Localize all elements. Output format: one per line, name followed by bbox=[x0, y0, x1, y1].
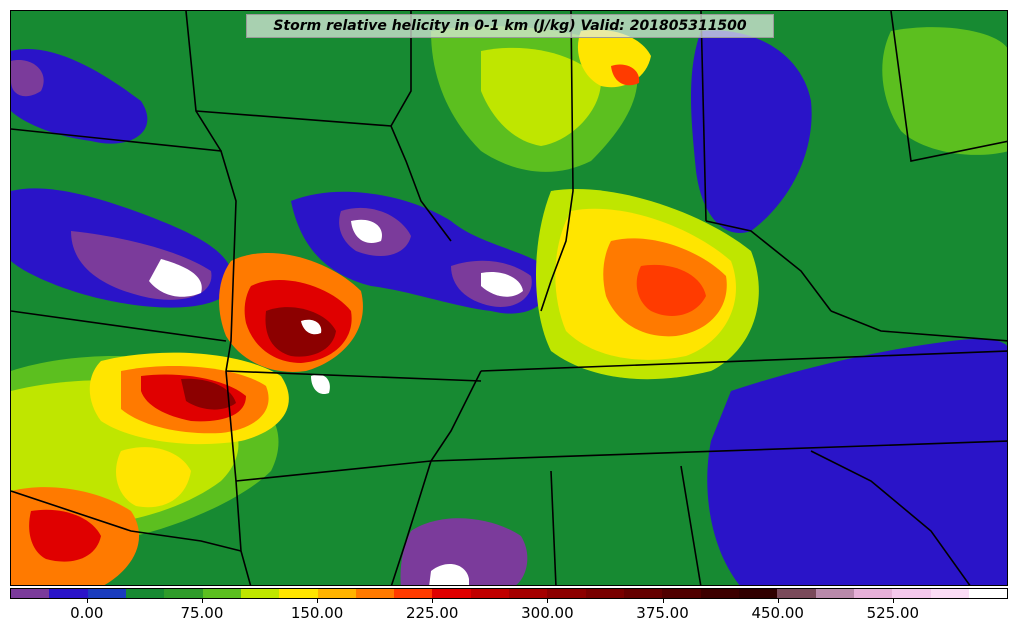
boundary-ar-la bbox=[235, 460, 432, 482]
contour-red-north bbox=[611, 64, 640, 86]
colorbar-segment bbox=[355, 589, 395, 598]
boundary-al-ga bbox=[680, 465, 702, 585]
helicity-map bbox=[11, 11, 1007, 585]
colorbar-segment bbox=[892, 589, 931, 598]
colorbar-tick bbox=[662, 599, 664, 603]
colorbar-label: 525.00 bbox=[866, 604, 920, 622]
contour-blue-ohio bbox=[691, 30, 812, 233]
contour-purple-south bbox=[400, 518, 528, 585]
colorbar-labels: 0.00 75.00 150.00 225.00 300.00 375.00 450.00 5… bbox=[10, 599, 1008, 626]
contour-darkred-ok bbox=[181, 378, 236, 410]
colorbar-segment bbox=[738, 589, 778, 598]
contour-white-mo bbox=[301, 319, 322, 335]
colorbar-label: 75.00 bbox=[180, 604, 224, 622]
colorbar-label: 225.00 bbox=[405, 604, 459, 622]
contour-lightgreen-ne bbox=[882, 27, 1007, 155]
colorbar-segment bbox=[930, 589, 969, 598]
boundary-ky-tn bbox=[480, 350, 1007, 372]
contour-white-south bbox=[429, 564, 469, 585]
boundary-il-in bbox=[540, 11, 574, 312]
title-box: Storm relative helicity in 0-1 km (J/kg)… bbox=[246, 14, 774, 38]
boundary-ar-mo bbox=[225, 370, 482, 382]
colorbar-segment bbox=[202, 589, 241, 598]
boundary-oh-ky bbox=[705, 220, 832, 312]
map-area bbox=[10, 10, 1008, 586]
contour-white-w bbox=[149, 259, 202, 297]
colorbar-tick bbox=[86, 599, 88, 603]
colorbar-segment bbox=[87, 589, 126, 598]
boundary-pa bbox=[890, 11, 1007, 162]
helicity-contours bbox=[11, 26, 1007, 585]
colorbar-tick bbox=[547, 599, 549, 603]
colorbar-tick bbox=[777, 599, 779, 603]
colorbar-segment bbox=[279, 589, 318, 598]
contour-blue-se bbox=[707, 339, 1007, 585]
colorbar-segment bbox=[11, 589, 50, 598]
colorbar-label: 375.00 bbox=[636, 604, 689, 622]
contour-red-tx bbox=[29, 509, 101, 562]
colorbar-segment bbox=[509, 589, 548, 598]
contour-blue-nw bbox=[11, 49, 148, 144]
colorbar-segment bbox=[49, 589, 88, 598]
boundary-ga-sc bbox=[810, 450, 971, 585]
boundary-red-river bbox=[11, 490, 242, 552]
colorbar-label: 150.00 bbox=[290, 604, 344, 622]
colorbar-segment bbox=[815, 589, 854, 598]
colorbar-segment bbox=[432, 589, 471, 598]
colorbar-segment bbox=[700, 589, 739, 598]
colorbar-label: 450.00 bbox=[751, 604, 804, 622]
colorbar-segment bbox=[777, 589, 816, 598]
colorbar-segment bbox=[317, 589, 356, 598]
colorbar-tick bbox=[201, 599, 203, 603]
contour-white-central bbox=[351, 219, 382, 243]
boundary-ok-ar bbox=[225, 370, 252, 585]
contour-white-ky bbox=[481, 271, 523, 297]
contour-red-ky bbox=[636, 264, 706, 316]
colorbar-label: 0.00 bbox=[70, 604, 104, 622]
colorbar-segment bbox=[662, 589, 701, 598]
boundary-in-oh bbox=[700, 11, 707, 222]
colorbar-segment bbox=[394, 589, 433, 598]
colorbar-label: 300.00 bbox=[521, 604, 574, 622]
colorbar-segment bbox=[547, 589, 586, 598]
colorbar-segment bbox=[240, 589, 280, 598]
contour-yellow-tx bbox=[116, 447, 191, 508]
boundary-ks-mo bbox=[11, 128, 237, 372]
colorbar-tick bbox=[892, 599, 894, 603]
state-boundaries bbox=[11, 11, 1007, 585]
colorbar-segment bbox=[585, 589, 624, 598]
colorbar-segment bbox=[470, 589, 510, 598]
boundary-va-north bbox=[830, 310, 1007, 342]
colorbar-segment bbox=[853, 589, 893, 598]
boundary-ia-mo bbox=[195, 110, 452, 242]
colorbar-segment bbox=[968, 589, 1007, 598]
boundary-ms-al bbox=[550, 470, 557, 585]
contour-purple-nw bbox=[11, 60, 44, 97]
boundary-tn-south bbox=[430, 440, 1007, 462]
map-title: Storm relative helicity in 0-1 km (J/kg)… bbox=[273, 18, 747, 34]
contour-darkred-mo bbox=[265, 307, 336, 357]
colorbar-segment bbox=[624, 589, 663, 598]
boundary-ks-ok bbox=[11, 310, 227, 342]
colorbar-segment bbox=[125, 589, 165, 598]
colorbar bbox=[10, 588, 1008, 599]
colorbar-tick bbox=[317, 599, 319, 603]
colorbar-tick bbox=[432, 599, 434, 603]
colorbar-segment bbox=[164, 589, 203, 598]
contour-white-mo2 bbox=[311, 374, 330, 395]
